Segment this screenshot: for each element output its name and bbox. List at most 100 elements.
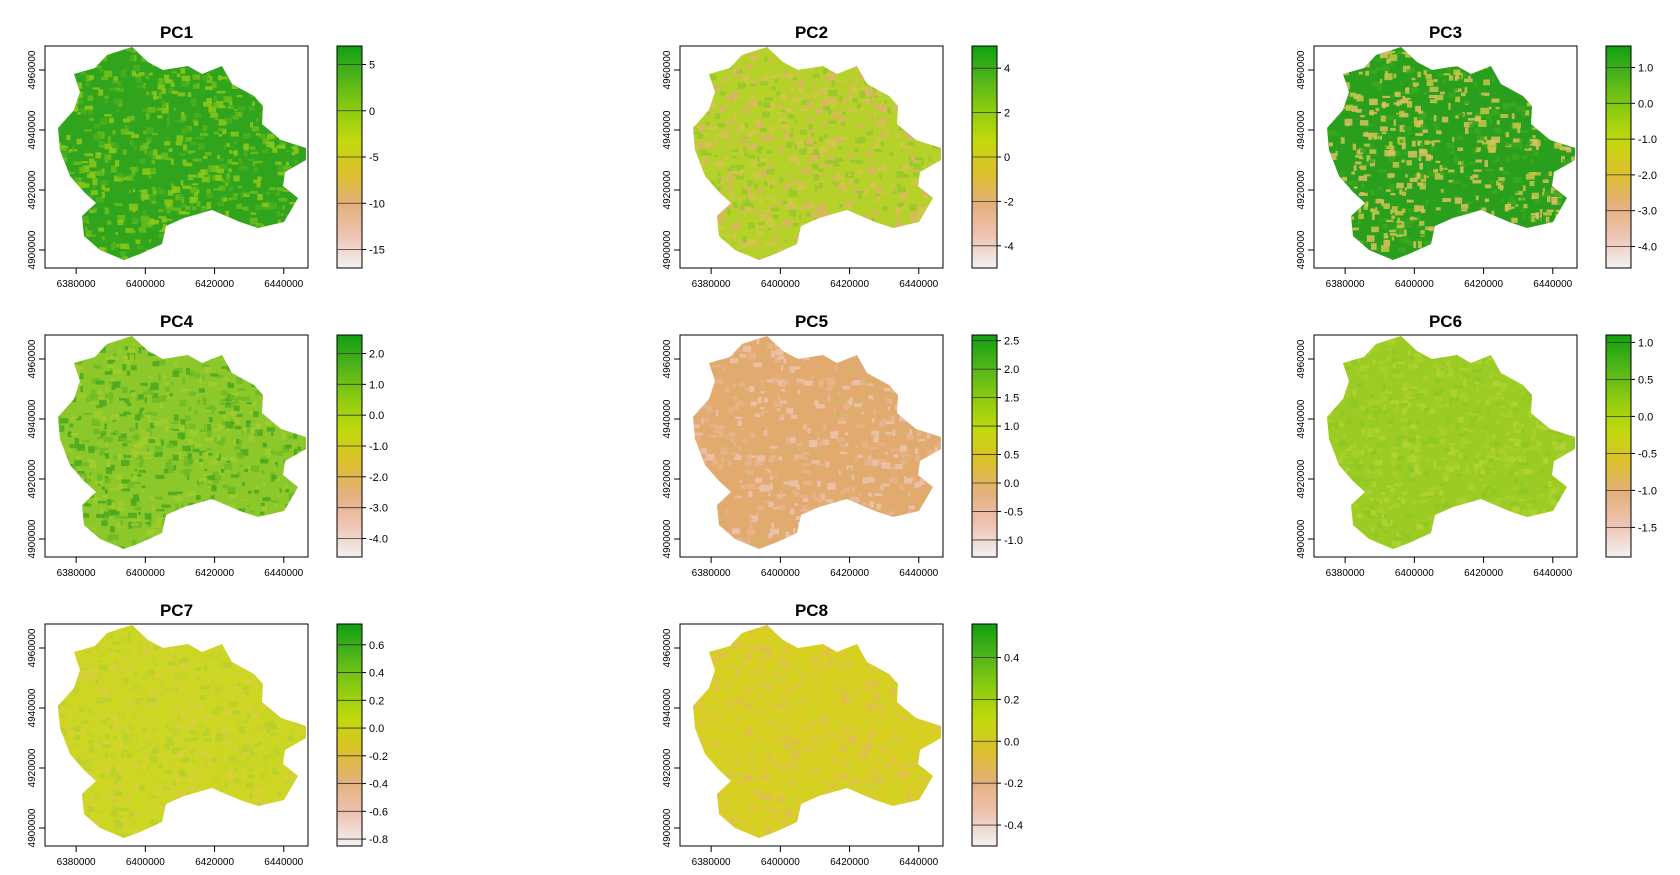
y-tick-label: 4920000 bbox=[27, 459, 38, 498]
legend-tick-label: -1.0 bbox=[1638, 134, 1657, 146]
panel-pc6: PC6 6380000 6400000 6420000 6440000 4900000 49… bbox=[1296, 312, 1657, 579]
x-tick-label: 6400000 bbox=[761, 857, 800, 868]
legend-tick-label: 0.0 bbox=[369, 723, 384, 735]
legend-tick-label: 1.0 bbox=[369, 379, 384, 391]
legend-tick-label: 1.5 bbox=[1004, 393, 1019, 405]
y-tick-label: 4900000 bbox=[1296, 230, 1307, 269]
plot-frame-pc2 bbox=[679, 45, 944, 269]
legend-tick-label: 0 bbox=[369, 106, 375, 118]
panel-pc1: PC1 6380000 6400000 6420000 6440000 4900000 49… bbox=[27, 23, 385, 290]
legend-tick-label: 2.0 bbox=[1004, 364, 1019, 376]
legend-bar-pc3: 1.0 0.0 -1.0 -2.0 -3.0 -4.0 bbox=[1605, 45, 1657, 269]
y-tick-label: 4920000 bbox=[1296, 459, 1307, 498]
panel-title-pc1: PC1 bbox=[160, 23, 193, 42]
panel-pc8: PC8 6380000 6400000 6420000 6440000 4900000 49… bbox=[662, 601, 1023, 868]
panel-title-pc7: PC7 bbox=[160, 601, 193, 620]
legend-tick-label: -3.0 bbox=[1638, 206, 1657, 218]
x-tick-label: 6380000 bbox=[57, 279, 96, 290]
legend-tick-label: -4.0 bbox=[369, 534, 388, 546]
legend-tick-label: -1.5 bbox=[1638, 522, 1657, 534]
legend-tick-label: 0.2 bbox=[369, 695, 384, 707]
legend-bar-pc7: 0.6 0.4 0.2 0.0 -0.2 -0.4 -0.6 -0.8 bbox=[336, 623, 388, 847]
y-tick-label: 4920000 bbox=[662, 748, 673, 787]
legend-tick-label: -15 bbox=[369, 245, 385, 257]
y-tick-label: 4900000 bbox=[662, 230, 673, 269]
legend-tick-label: 0.5 bbox=[1004, 450, 1019, 462]
x-tick-label: 6420000 bbox=[1464, 568, 1503, 579]
y-tick-label: 4960000 bbox=[27, 339, 38, 378]
panel-pc7: PC7 6380000 6400000 6420000 6440000 4900000 49… bbox=[27, 601, 388, 868]
raster-map-pc5 bbox=[693, 336, 941, 549]
y-tick-label: 4920000 bbox=[662, 459, 673, 498]
legend-tick-label: 0.0 bbox=[369, 410, 384, 422]
y-tick-label: 4900000 bbox=[662, 519, 673, 558]
plot-frame-pc6 bbox=[1313, 334, 1578, 558]
legend-tick-label: -0.8 bbox=[369, 834, 388, 846]
y-tick-label: 4960000 bbox=[27, 628, 38, 667]
y-tick-label: 4940000 bbox=[1296, 399, 1307, 438]
legend-tick-label: -1.0 bbox=[1638, 485, 1657, 497]
x-tick-label: 6420000 bbox=[830, 568, 869, 579]
y-tick-label: 4900000 bbox=[1296, 519, 1307, 558]
panel-title-pc6: PC6 bbox=[1429, 312, 1462, 331]
legend-tick-label: -1.0 bbox=[369, 441, 388, 453]
y-tick-label: 4940000 bbox=[662, 399, 673, 438]
legend-tick-label: 1.0 bbox=[1638, 62, 1653, 74]
x-tick-label: 6400000 bbox=[126, 857, 165, 868]
legend-tick-label: 0.2 bbox=[1004, 694, 1019, 706]
panel-title-pc5: PC5 bbox=[795, 312, 828, 331]
panel-title-pc4: PC4 bbox=[160, 312, 194, 331]
legend-tick-label: 2 bbox=[1004, 108, 1010, 120]
y-tick-label: 4900000 bbox=[27, 230, 38, 269]
y-tick-label: 4940000 bbox=[27, 688, 38, 727]
y-tick-label: 4920000 bbox=[1296, 170, 1307, 209]
raster-map-pc8 bbox=[693, 625, 941, 838]
x-tick-label: 6420000 bbox=[195, 857, 234, 868]
legend-tick-label: -4.0 bbox=[1638, 242, 1657, 254]
plot-frame-pc5 bbox=[679, 334, 944, 558]
legend-tick-label: 0.0 bbox=[1004, 736, 1019, 748]
legend-bar-pc1: 5 0 -5 -10 -15 bbox=[336, 45, 385, 269]
legend-tick-label: -10 bbox=[369, 198, 385, 210]
plot-frame-pc4 bbox=[44, 334, 309, 558]
legend-bar-pc6: 1.0 0.5 0.0 -0.5 -1.0 -1.5 bbox=[1605, 334, 1657, 558]
legend-bar-pc2: 4 2 0 -2 -4 bbox=[971, 45, 1014, 269]
legend-tick-label: -2.0 bbox=[1638, 170, 1657, 182]
legend-tick-label: -0.2 bbox=[1004, 778, 1023, 790]
plot-frame-pc7 bbox=[44, 623, 309, 847]
raster-map-pc3 bbox=[1327, 47, 1575, 260]
legend-tick-label: -3.0 bbox=[369, 503, 388, 515]
y-tick-label: 4960000 bbox=[662, 50, 673, 89]
y-tick-label: 4940000 bbox=[27, 399, 38, 438]
legend-tick-label: 2.5 bbox=[1004, 336, 1019, 348]
legend-tick-label: 0.0 bbox=[1004, 478, 1019, 490]
plot-frame-pc3 bbox=[1313, 45, 1578, 269]
legend-tick-label: 0.0 bbox=[1638, 411, 1653, 423]
y-tick-label: 4900000 bbox=[27, 808, 38, 847]
x-tick-label: 6400000 bbox=[1395, 568, 1434, 579]
y-tick-label: 4940000 bbox=[1296, 110, 1307, 149]
legend-tick-label: 4 bbox=[1004, 63, 1010, 75]
legend-tick-label: 1.0 bbox=[1638, 337, 1653, 349]
x-tick-label: 6400000 bbox=[761, 279, 800, 290]
legend-tick-label: -2.0 bbox=[369, 472, 388, 484]
legend-tick-label: 0.4 bbox=[1004, 653, 1019, 665]
y-tick-label: 4960000 bbox=[1296, 50, 1307, 89]
x-tick-label: 6380000 bbox=[692, 568, 731, 579]
plot-frame-pc1 bbox=[44, 45, 309, 269]
legend-tick-label: 0.0 bbox=[1638, 98, 1653, 110]
y-tick-label: 4940000 bbox=[662, 688, 673, 727]
x-tick-label: 6440000 bbox=[1533, 279, 1572, 290]
y-tick-label: 4960000 bbox=[27, 50, 38, 89]
raster-map-pc7 bbox=[58, 625, 306, 838]
panel-pc4: PC4 6380000 6400000 6420000 6440000 4900000 49… bbox=[27, 312, 388, 579]
legend-tick-label: -0.2 bbox=[369, 751, 388, 763]
x-tick-label: 6420000 bbox=[1464, 279, 1503, 290]
x-tick-label: 6380000 bbox=[692, 279, 731, 290]
x-tick-label: 6440000 bbox=[264, 857, 303, 868]
y-tick-label: 4960000 bbox=[662, 628, 673, 667]
x-tick-label: 6440000 bbox=[1533, 568, 1572, 579]
x-tick-label: 6420000 bbox=[195, 568, 234, 579]
legend-tick-label: 2.0 bbox=[369, 349, 384, 361]
